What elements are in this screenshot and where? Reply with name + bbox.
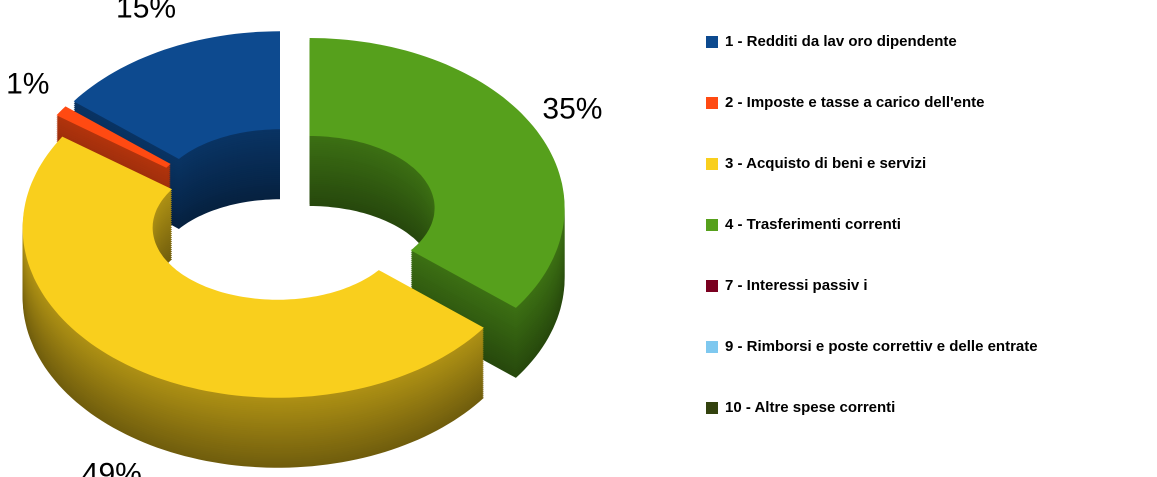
- legend-swatch: [706, 36, 718, 48]
- value-label: 35%: [542, 92, 602, 125]
- legend-swatch: [706, 219, 718, 231]
- legend-swatch: [706, 158, 718, 170]
- legend-swatch: [706, 402, 718, 414]
- slice: [22, 136, 484, 398]
- value-label: 49%: [82, 457, 142, 477]
- legend-swatch: [706, 341, 718, 353]
- value-label: 1%: [6, 67, 49, 100]
- legend-label: 3 - Acquisto di beni e servizi: [725, 155, 926, 172]
- legend-label: 4 - Trasferimenti correnti: [725, 216, 901, 233]
- legend-swatch: [706, 280, 718, 292]
- legend-label: 7 - Interessi passiv i: [725, 277, 868, 294]
- legend-label: 2 - Imposte e tasse a carico dell'ente: [725, 94, 985, 111]
- slice: [73, 31, 280, 159]
- legend-label: 10 - Altre spese correnti: [725, 399, 895, 416]
- slice: [56, 106, 171, 168]
- legend-swatch: [706, 97, 718, 109]
- legend-label: 1 - Redditi da lav oro dipendente: [725, 33, 957, 50]
- slice: [309, 38, 565, 308]
- legend-label: 9 - Rimborsi e poste correttiv e delle e…: [725, 338, 1038, 355]
- value-label: 15%: [116, 0, 176, 25]
